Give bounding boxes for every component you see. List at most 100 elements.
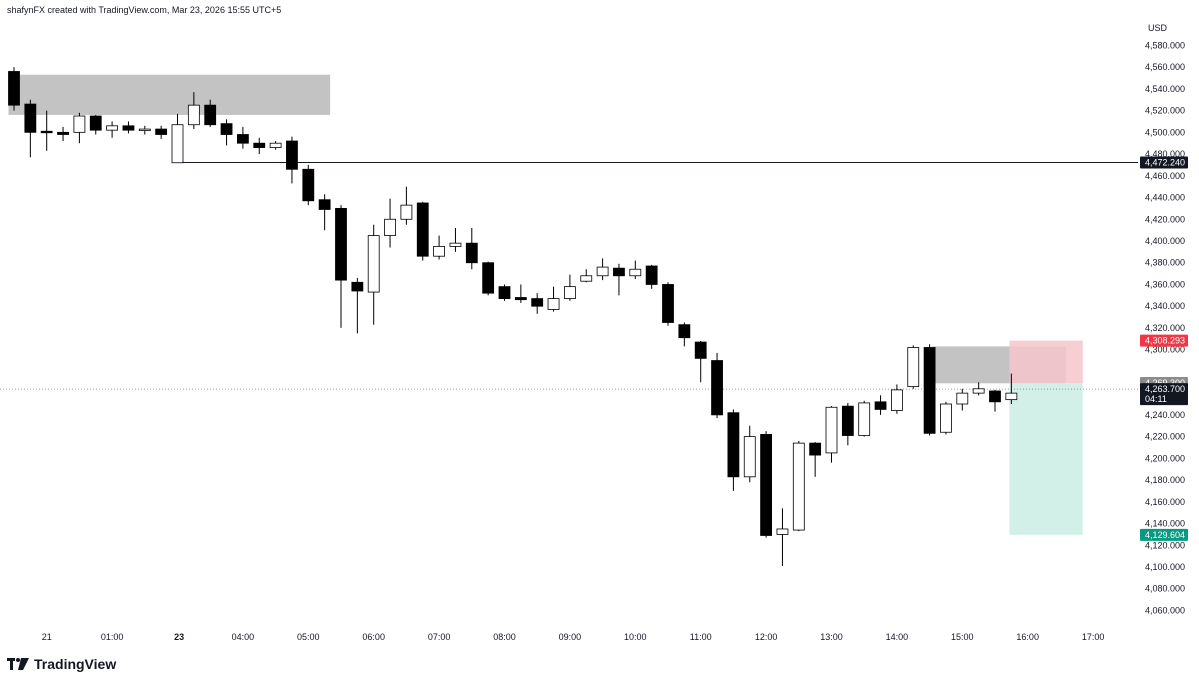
candle-body[interactable] xyxy=(302,168,315,202)
candle-body[interactable] xyxy=(596,266,609,277)
candle-body[interactable] xyxy=(891,389,903,411)
candle-body[interactable] xyxy=(972,388,985,394)
time-tick-label: 07:00 xyxy=(428,632,451,642)
time-tick-label: 09:00 xyxy=(559,632,582,642)
candle-body[interactable] xyxy=(138,128,151,131)
lines-layer xyxy=(0,161,1138,390)
candle-body[interactable] xyxy=(923,347,936,434)
candle-body[interactable] xyxy=(498,286,511,299)
candle-body[interactable] xyxy=(89,115,102,131)
price-labels: 4,472.240 4,308.293 4,269.3004,263.70004:1… xyxy=(1140,156,1188,541)
candle-body[interactable] xyxy=(269,142,282,148)
time-tick-label: 14:00 xyxy=(886,632,909,642)
candle-body[interactable] xyxy=(776,528,789,535)
candle-body[interactable] xyxy=(792,442,805,531)
time-tick-label: 10:00 xyxy=(624,632,647,642)
candle-body[interactable] xyxy=(236,134,249,144)
candles-layer xyxy=(8,67,1018,566)
price-tick-label: 4,320.000 xyxy=(1145,323,1185,333)
candle-body[interactable] xyxy=(57,131,69,135)
price-tick-label: 4,060.000 xyxy=(1145,605,1185,615)
price-tick-label: 4,420.000 xyxy=(1145,214,1185,224)
candle-body[interactable] xyxy=(171,124,184,164)
price-tick-label: 4,140.000 xyxy=(1145,519,1185,529)
candle-body[interactable] xyxy=(335,207,347,281)
candle-body[interactable] xyxy=(809,442,822,456)
chart-credit: shafynFX created with TradingView.com, M… xyxy=(7,5,282,15)
candle-body[interactable] xyxy=(580,275,593,282)
stop-loss-zone[interactable] xyxy=(1009,340,1083,384)
candle-body[interactable] xyxy=(1005,392,1018,401)
position-layer xyxy=(1009,340,1083,535)
candle-body[interactable] xyxy=(956,392,969,405)
candle-body[interactable] xyxy=(858,402,871,436)
candle-body[interactable] xyxy=(449,242,462,247)
candle-body[interactable] xyxy=(940,403,952,433)
supply-zone[interactable] xyxy=(8,74,331,115)
candle-body[interactable] xyxy=(416,202,429,257)
candle-body[interactable] xyxy=(187,104,200,126)
tradingview-logo[interactable]: TradingView xyxy=(7,656,116,672)
candle-body[interactable] xyxy=(662,284,674,323)
candle-body[interactable] xyxy=(24,103,37,133)
candle-body[interactable] xyxy=(367,235,380,293)
candle-body[interactable] xyxy=(400,204,413,220)
time-tick-label: 15:00 xyxy=(951,632,974,642)
candle-body[interactable] xyxy=(564,286,576,299)
price-tick-label: 4,360.000 xyxy=(1145,279,1185,289)
candle-body[interactable] xyxy=(841,405,854,436)
candle-body[interactable] xyxy=(204,104,217,126)
candle-body[interactable] xyxy=(155,128,168,135)
time-tick-label: 17:00 xyxy=(1082,632,1105,642)
candle-body[interactable] xyxy=(760,434,772,536)
candle-body[interactable] xyxy=(220,123,233,135)
price-tick-label: 4,380.000 xyxy=(1145,258,1185,268)
candle-body[interactable] xyxy=(40,130,53,134)
candle-body[interactable] xyxy=(122,125,135,131)
candle-body[interactable] xyxy=(874,401,887,410)
candle-body[interactable] xyxy=(825,406,838,454)
candle-body[interactable] xyxy=(907,347,920,388)
price-tick-label: 4,400.000 xyxy=(1145,236,1185,246)
candle-body[interactable] xyxy=(743,436,756,478)
candle-body[interactable] xyxy=(694,341,707,359)
candle-body[interactable] xyxy=(711,360,723,416)
time-axis[interactable]: 21 01:00 23 04:00 05:00 06:00 07:00 08:00 09:00 1… xyxy=(42,632,1105,642)
candle-body[interactable] xyxy=(253,142,266,148)
tradingview-logo-icon xyxy=(7,658,29,670)
price-axis[interactable]: USD 4,060.000 4,080.000 4,100.000 4,120.000… xyxy=(1145,23,1185,615)
entry-price-label: 4,269.300 xyxy=(1145,378,1185,388)
time-tick-label: 13:00 xyxy=(820,632,843,642)
candle-body[interactable] xyxy=(547,298,560,310)
candle-body[interactable] xyxy=(433,246,446,257)
price-tick-label: 4,500.000 xyxy=(1145,127,1185,137)
price-tick-label: 4,240.000 xyxy=(1145,410,1185,420)
candle-body[interactable] xyxy=(989,390,1001,403)
price-tick-label: 4,160.000 xyxy=(1145,497,1185,507)
hline-price-label: 4,472.240 xyxy=(1145,157,1185,167)
candle-body[interactable] xyxy=(613,267,625,277)
candle-body[interactable] xyxy=(8,71,20,106)
candle-body[interactable] xyxy=(645,265,658,285)
candle-body[interactable] xyxy=(318,199,331,210)
candle-body[interactable] xyxy=(727,412,740,478)
candle-body[interactable] xyxy=(384,218,396,236)
candle-body[interactable] xyxy=(629,268,642,277)
price-tick-label: 4,220.000 xyxy=(1145,432,1185,442)
price-tick-label: 4,520.000 xyxy=(1145,106,1185,116)
price-tick-label: 4,440.000 xyxy=(1145,193,1185,203)
candle-body[interactable] xyxy=(531,298,544,307)
candle-body[interactable] xyxy=(482,262,495,294)
candle-body[interactable] xyxy=(514,297,527,301)
candle-body[interactable] xyxy=(678,324,691,339)
candle-body[interactable] xyxy=(351,281,364,292)
candle-body[interactable] xyxy=(465,242,478,264)
stop-price-label: 4,308.293 xyxy=(1145,336,1185,346)
take-profit-zone[interactable] xyxy=(1009,383,1083,535)
last-price-label-countdown: 04:11 xyxy=(1145,394,1167,404)
candle-body[interactable] xyxy=(286,140,298,170)
candle-body[interactable] xyxy=(73,115,86,133)
candle-body[interactable] xyxy=(106,125,118,131)
price-tick-label: 4,560.000 xyxy=(1145,62,1185,72)
